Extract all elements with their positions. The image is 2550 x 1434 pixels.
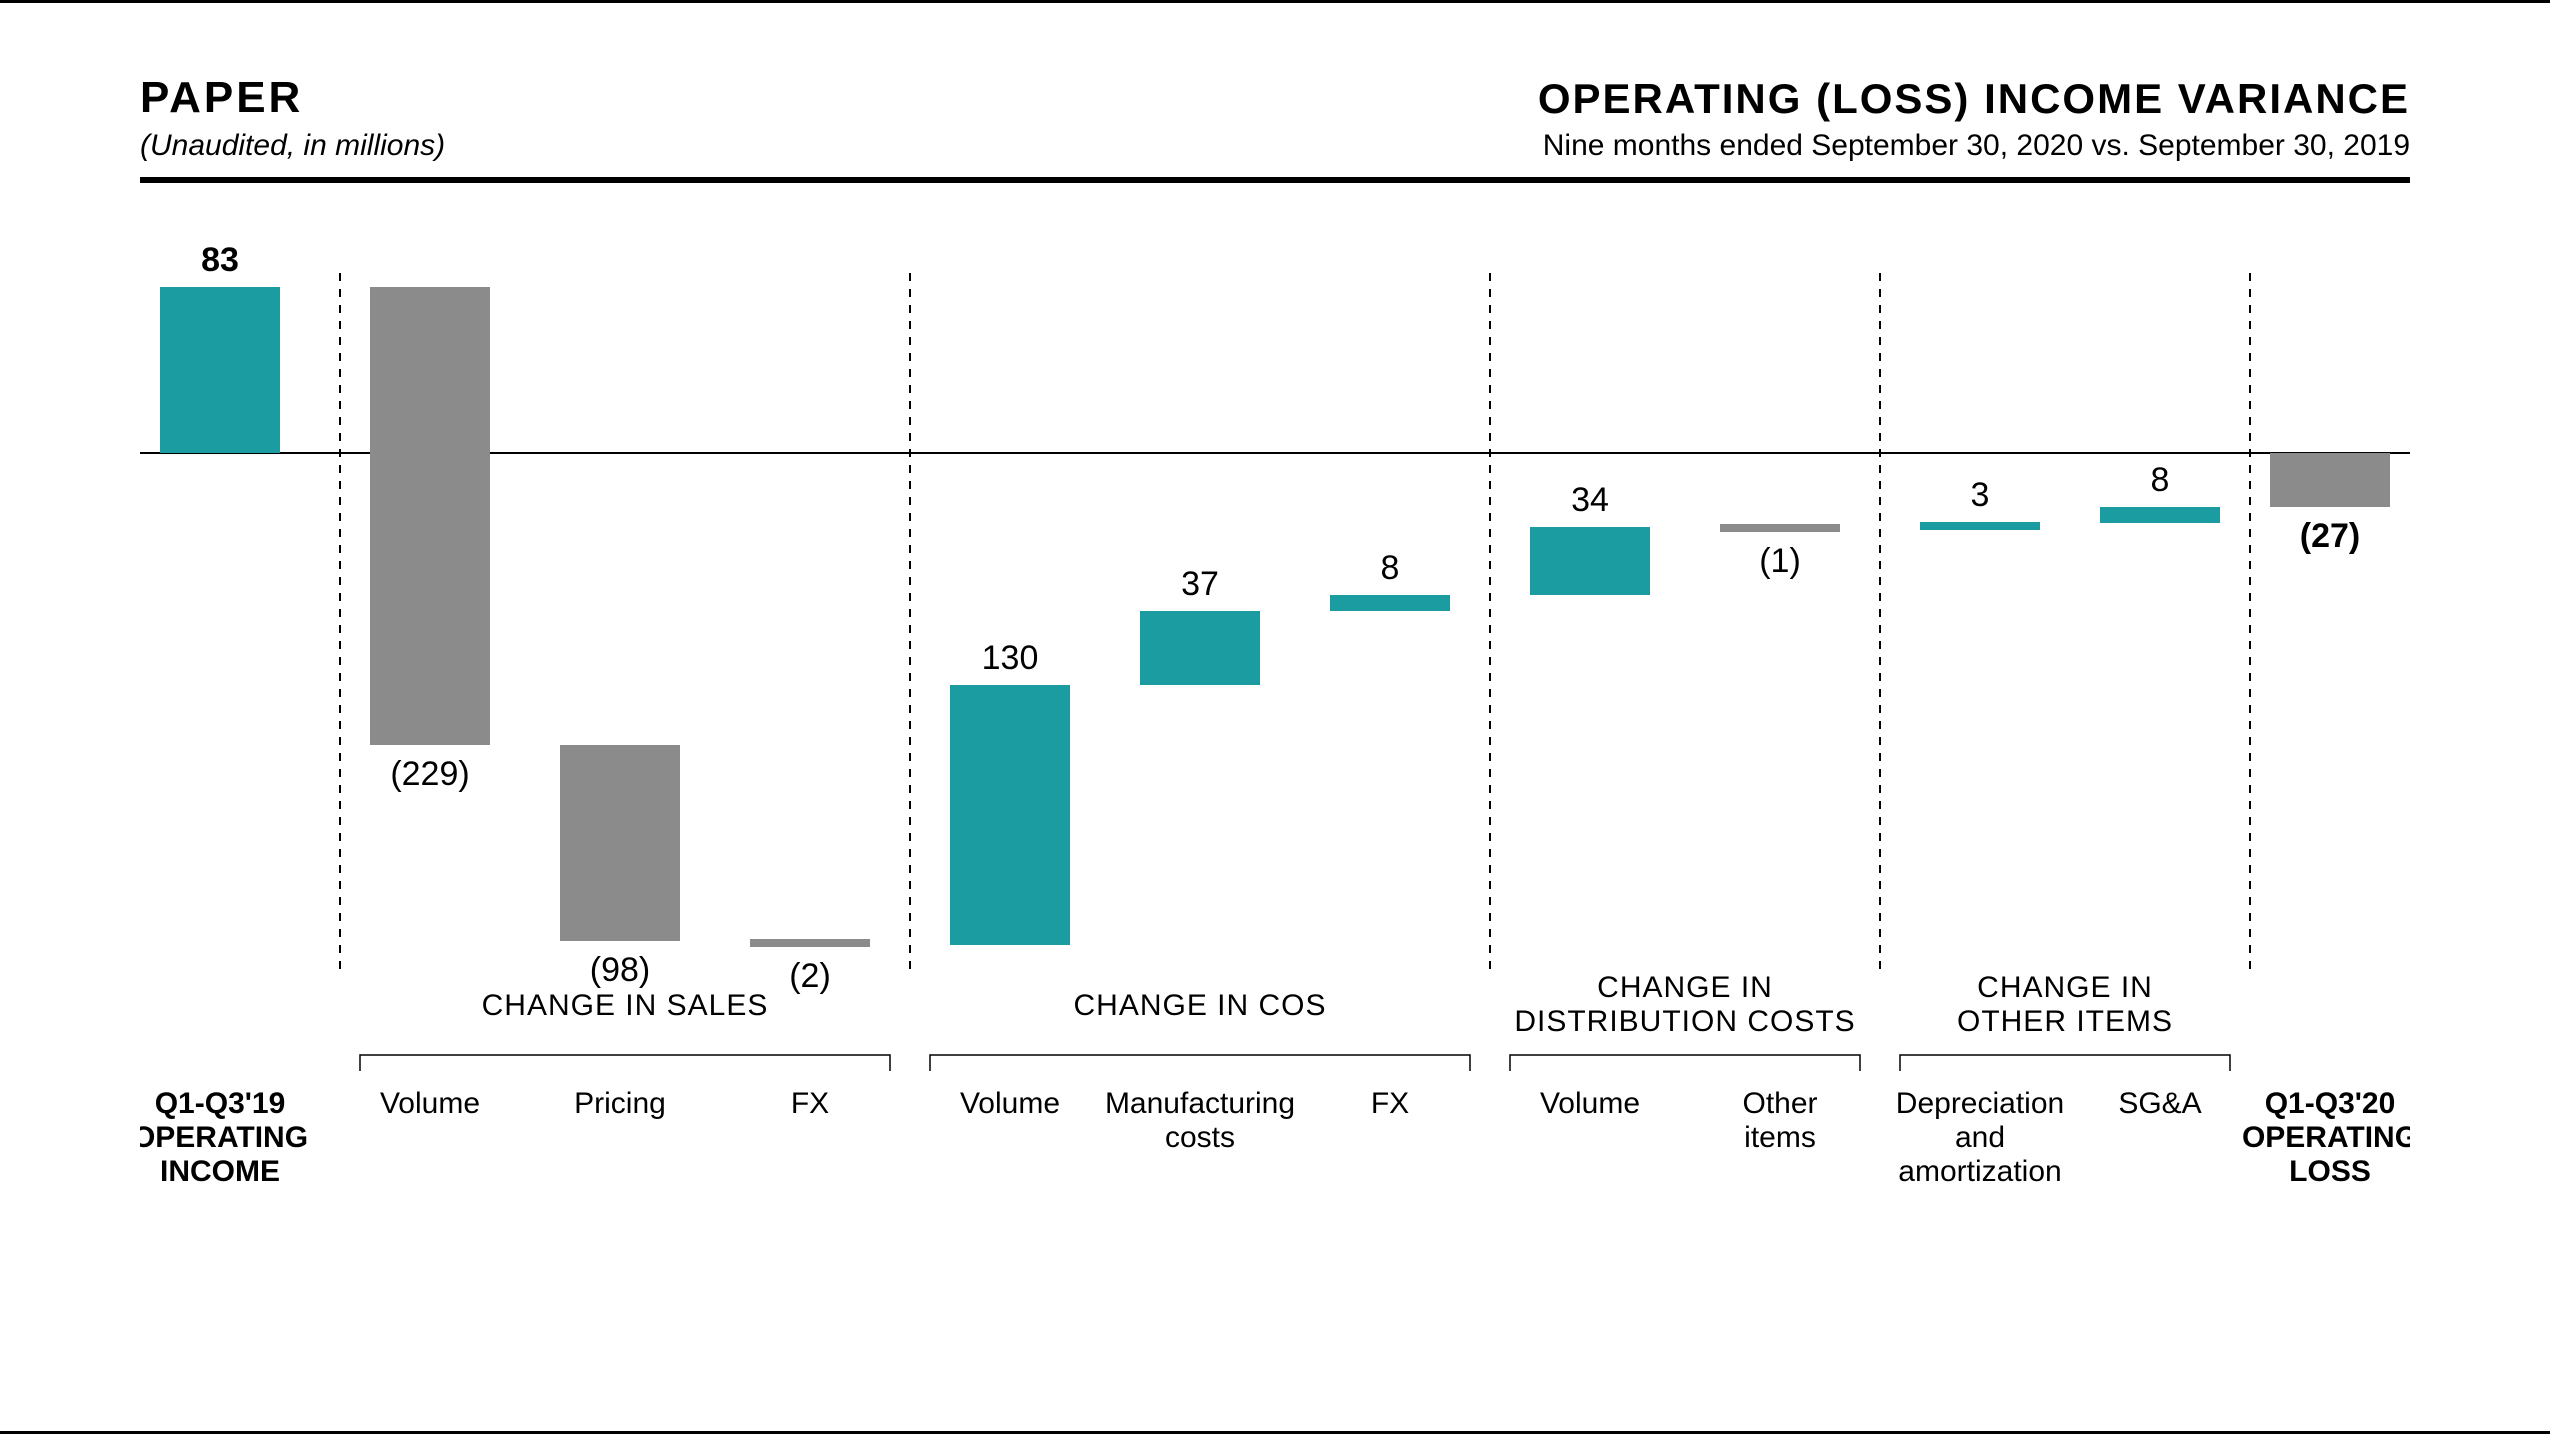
category-label-other: items <box>1744 1121 1816 1154</box>
group-bracket <box>930 1055 1470 1071</box>
bar-value-vol1: (229) <box>390 755 469 793</box>
group-label: DISTRIBUTION COSTS <box>1514 1005 1855 1038</box>
category-label-vol1: Volume <box>380 1087 480 1120</box>
category-label-vol2: Volume <box>960 1087 1060 1120</box>
bar-value-sga: 8 <box>2151 461 2170 499</box>
bar-value-da: 3 <box>1971 476 1990 514</box>
group-label: OTHER ITEMS <box>1957 1005 2173 1038</box>
category-label-da: amortization <box>1898 1155 2061 1188</box>
bar-start <box>160 287 280 453</box>
group-bracket <box>1510 1055 1860 1071</box>
waterfall-chart: 83 (229) (98) (2) 130 37 8 34 (1) 3 8 (27) CHANGE IN… <box>140 203 2410 1303</box>
group-label: CHANGE IN COS <box>1073 989 1326 1022</box>
report-title: OPERATING (LOSS) INCOME VARIANCE <box>1538 75 2410 123</box>
category-label-fx2: FX <box>1371 1087 1409 1120</box>
bar-fx1 <box>750 939 870 947</box>
bar-fx2 <box>1330 595 1450 611</box>
bar-vol3 <box>1530 527 1650 595</box>
segment-subtitle: (Unaudited, in millions) <box>140 129 445 163</box>
bar-value-start: 83 <box>201 241 239 279</box>
category-label-start: INCOME <box>160 1155 280 1188</box>
category-label-vol3: Volume <box>1540 1087 1640 1120</box>
bar-da <box>1920 522 2040 530</box>
group-label: CHANGE IN <box>1597 971 1773 1004</box>
category-label-other: Other <box>1742 1087 1817 1120</box>
group-bracket <box>1900 1055 2230 1071</box>
bar-other <box>1720 524 1840 532</box>
page: PAPER (Unaudited, in millions) OPERATING… <box>0 0 2550 1434</box>
header-right: OPERATING (LOSS) INCOME VARIANCE Nine mo… <box>1538 75 2410 163</box>
bar-end <box>2270 453 2390 507</box>
group-label: CHANGE IN <box>1977 971 2153 1004</box>
category-label-fx1: FX <box>791 1087 829 1120</box>
bar-price <box>560 745 680 941</box>
group-label: CHANGE IN SALES <box>482 989 769 1022</box>
category-label-end: Q1-Q3'20 <box>2265 1087 2396 1120</box>
category-label-sga: SG&A <box>2118 1087 2201 1120</box>
category-label-mfg: costs <box>1165 1121 1235 1154</box>
category-label-price: Pricing <box>574 1087 666 1120</box>
bar-value-fx2: 8 <box>1381 549 1400 587</box>
segment-title: PAPER <box>140 73 445 123</box>
bar-value-price: (98) <box>590 951 650 989</box>
category-label-da: Depreciation <box>1896 1087 2064 1120</box>
bar-mfg <box>1140 611 1260 685</box>
category-label-start: Q1-Q3'19 <box>155 1087 286 1120</box>
category-label-end: OPERATING <box>2242 1121 2410 1154</box>
bar-vol1 <box>370 287 490 745</box>
content: PAPER (Unaudited, in millions) OPERATING… <box>140 73 2410 1361</box>
group-bracket <box>360 1055 890 1071</box>
bar-vol2 <box>950 685 1070 945</box>
header: PAPER (Unaudited, in millions) OPERATING… <box>140 73 2410 183</box>
header-left: PAPER (Unaudited, in millions) <box>140 73 445 163</box>
chart-svg: 83 (229) (98) (2) 130 37 8 34 (1) 3 8 (27) CHANGE IN… <box>140 203 2410 1303</box>
category-label-da: and <box>1955 1121 2005 1154</box>
bar-value-other: (1) <box>1759 542 1801 580</box>
category-label-start: OPERATING <box>140 1121 308 1154</box>
bar-sga <box>2100 507 2220 523</box>
bar-value-vol2: 130 <box>982 639 1039 677</box>
bar-value-vol3: 34 <box>1571 481 1609 519</box>
category-label-end: LOSS <box>2289 1155 2371 1188</box>
report-subtitle: Nine months ended September 30, 2020 vs.… <box>1538 129 2410 163</box>
bar-value-mfg: 37 <box>1181 565 1219 603</box>
bar-value-fx1: (2) <box>789 957 831 995</box>
bar-value-end: (27) <box>2300 517 2360 555</box>
category-label-mfg: Manufacturing <box>1105 1087 1295 1120</box>
